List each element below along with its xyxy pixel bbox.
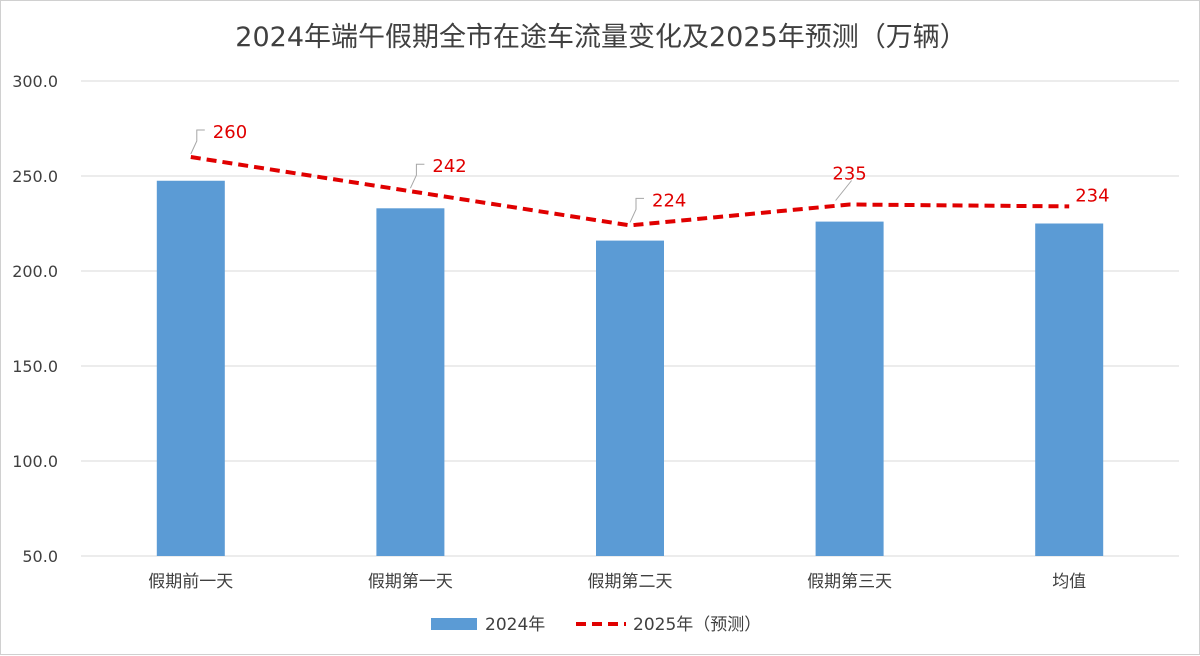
bar [1035,223,1104,556]
bar [815,221,884,556]
chart-title: 2024年端午假期全市在途车流量变化及2025年预测（万辆） [235,22,967,53]
legend-label: 2024年 [485,615,545,635]
line-series [190,155,1070,228]
y-tick-label: 250.0 [12,167,58,186]
data-labels: 260 242 224 235 234 [190,122,1110,223]
bar-series [156,180,1104,557]
y-tick-label: 50.0 [22,547,58,566]
label-leader [409,163,425,189]
x-category-label: 假期第三天 [807,572,892,592]
bar [156,180,225,556]
bar [376,208,445,557]
x-axis-categories: 假期前一天 假期第一天 假期第二天 假期第三天 均值 [148,572,1086,592]
label-leader [190,129,205,155]
y-tick-label: 100.0 [12,452,58,471]
label-leader [629,197,644,223]
forecast-line [190,155,1070,228]
data-label: 260 [213,122,247,143]
x-category-label: 均值 [1052,572,1086,592]
data-label: 235 [832,164,866,185]
y-tick-label: 300.0 [12,72,58,91]
y-tick-label: 200.0 [12,262,58,281]
legend: 2024年 2025年（预测） [431,615,761,635]
x-category-label: 假期第二天 [588,572,673,592]
y-tick-label: 150.0 [12,357,58,376]
y-axis-ticks: 50.0 100.0 150.0 200.0 250.0 300.0 [12,72,58,566]
x-category-label: 假期前一天 [148,572,233,592]
legend-label: 2025年（预测） [633,615,761,635]
data-label: 242 [432,156,466,177]
legend-swatch-bar [431,618,477,630]
data-label: 224 [652,190,686,211]
bar [596,240,664,556]
x-category-label: 假期第一天 [368,572,453,592]
label-leader [835,180,852,201]
data-label: 234 [1075,185,1109,206]
